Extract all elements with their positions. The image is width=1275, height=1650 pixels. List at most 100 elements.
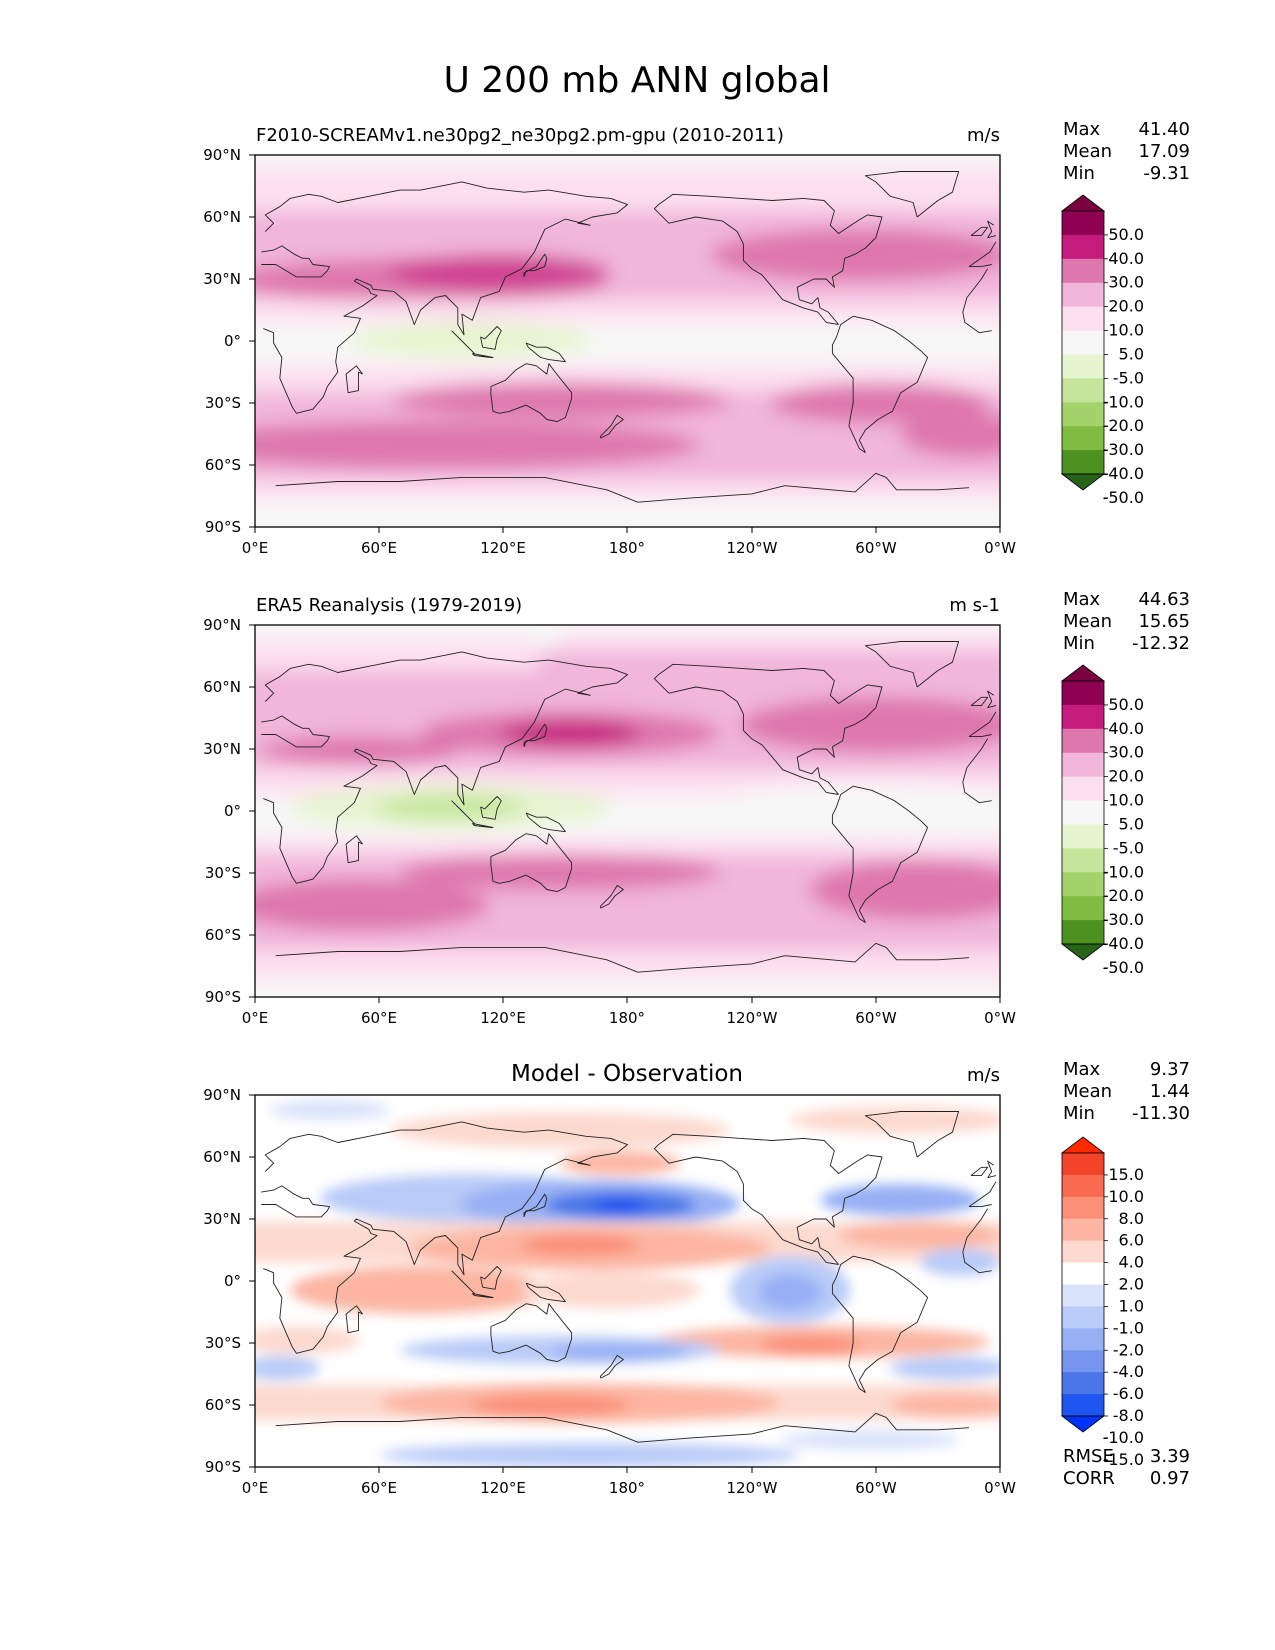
- colorbar-swatch: [1062, 896, 1104, 921]
- y-tick-label: 60°N: [203, 678, 241, 696]
- y-tick-label: 60°N: [203, 1148, 241, 1166]
- colorbar-label: -40.0: [1103, 464, 1144, 483]
- x-tick-label: 120°E: [480, 1009, 526, 1027]
- colorbar-label: -6.0: [1113, 1384, 1144, 1403]
- x-axis: 0°E 60°E 120°E 180° 120°W 60°W 0°W: [242, 527, 1016, 557]
- stats-block: Max 41.40 Mean 17.09 Min -9.31: [1063, 119, 1190, 184]
- colorbar-label: 5.0: [1119, 344, 1144, 363]
- y-tick-label: 30°S: [205, 864, 241, 882]
- coastline: [275, 1412, 970, 1443]
- stat-value-max: 9.37: [1150, 1059, 1190, 1080]
- figure-title: U 200 mb ANN global: [443, 60, 830, 101]
- y-tick-label: 0°: [224, 332, 241, 350]
- x-tick-label: 0°E: [242, 539, 269, 557]
- stat-value-mean: 1.44: [1150, 1081, 1190, 1102]
- stat-label-mean: Mean: [1063, 141, 1112, 162]
- colorbar-swatch: [1062, 258, 1104, 284]
- stat-label-min: Min: [1063, 163, 1095, 184]
- coastline: [345, 1305, 363, 1334]
- y-tick-label: 60°S: [205, 1396, 241, 1414]
- panel-difference: Model - Observation m/s: [203, 1059, 1190, 1497]
- stat-label-max: Max: [1063, 119, 1101, 140]
- coastline: [490, 833, 573, 893]
- panel-units: m/s: [967, 125, 1000, 146]
- coastline: [480, 326, 502, 350]
- stat-label-min: Min: [1063, 1103, 1095, 1124]
- colorbar-label: 50.0: [1108, 225, 1144, 244]
- x-tick-label: 60°W: [855, 539, 897, 557]
- x-tick-label: 180°: [609, 1009, 645, 1027]
- colorbar-extend-min: [1060, 1415, 1106, 1433]
- x-tick-label: 120°W: [727, 539, 778, 557]
- coastline: [451, 330, 475, 354]
- colorbar-swatch: [1062, 234, 1104, 260]
- colorbar-label: 10.0: [1108, 321, 1144, 340]
- colorbar-label: -2.0: [1113, 1340, 1144, 1359]
- coastline: [987, 220, 997, 239]
- coastline: [261, 1121, 997, 1354]
- panel-units: m s-1: [949, 595, 1000, 616]
- colorbar-label: -30.0: [1103, 910, 1144, 929]
- coastline: [987, 1160, 997, 1179]
- colorbar-label: 15.0: [1108, 1165, 1144, 1184]
- stat-value-mean: 17.09: [1138, 141, 1190, 162]
- colorbar-swatch: [1062, 1284, 1104, 1307]
- coastlines: [261, 171, 997, 503]
- colorbar-label: 20.0: [1108, 767, 1144, 786]
- colorbar-swatch: [1062, 704, 1104, 730]
- y-tick-label: 30°N: [203, 270, 241, 288]
- coastline: [865, 641, 960, 688]
- contour-bands: [255, 168, 1000, 500]
- colorbar-label: 40.0: [1108, 249, 1144, 268]
- colorbar-label: 30.0: [1108, 273, 1144, 292]
- x-tick-label: 0°W: [984, 1479, 1016, 1497]
- x-tick-label: 120°E: [480, 539, 526, 557]
- colorbar-label: -50.0: [1103, 488, 1144, 507]
- colorbar-swatch: [1062, 378, 1104, 403]
- stat-value-max: 41.40: [1138, 119, 1190, 140]
- colorbar-swatch: [1062, 1218, 1104, 1242]
- coastline: [600, 884, 624, 909]
- contour-bands: [255, 632, 1000, 980]
- y-axis: 90°N 60°N 30°N 0° 30°S 60°S 90°S: [203, 146, 255, 536]
- colorbar-swatch: [1062, 920, 1104, 945]
- coastline: [490, 363, 573, 423]
- colorbar-label: 20.0: [1108, 297, 1144, 316]
- coastline: [471, 352, 494, 358]
- coastline: [261, 651, 997, 884]
- coastline: [345, 365, 363, 394]
- colorbar-label: 4.0: [1119, 1253, 1144, 1272]
- colorbar-swatch: [1062, 426, 1104, 451]
- colorbar-swatch: [1062, 1350, 1104, 1373]
- contour-bands: [255, 1100, 1000, 1467]
- colorbar-swatch: [1062, 211, 1104, 236]
- stat-label-max: Max: [1063, 589, 1101, 610]
- stat-value-corr: 0.97: [1150, 1468, 1190, 1489]
- difference-map: [255, 1095, 1000, 1467]
- y-axis: 90°N 60°N 30°N 0° 30°S 60°S 90°S: [203, 616, 255, 1006]
- colorbar-extend-max: [1060, 1136, 1106, 1154]
- stat-value-min: -11.30: [1132, 1103, 1190, 1124]
- coastline: [525, 342, 566, 363]
- panel-title: F2010-SCREAMv1.ne30pg2_ne30pg2.pm-gpu (2…: [256, 125, 784, 146]
- panel-model: F2010-SCREAMv1.ne30pg2_ne30pg2.pm-gpu (2…: [203, 119, 1190, 557]
- coastline: [970, 696, 989, 707]
- y-tick-label: 0°: [224, 802, 241, 820]
- colorbar-swatch: [1062, 848, 1104, 873]
- colorbar-extend-max: [1060, 664, 1106, 682]
- y-tick-label: 90°S: [205, 1458, 241, 1476]
- x-tick-label: 120°W: [727, 1479, 778, 1497]
- y-tick-label: 90°N: [203, 616, 241, 634]
- colorbar-outline: [1061, 680, 1105, 945]
- colorbar-swatch: [1062, 1196, 1104, 1220]
- colorbar-label: -8.0: [1113, 1406, 1144, 1425]
- x-tick-label: 180°: [609, 539, 645, 557]
- stat-label-rmse: RMSE: [1063, 1446, 1114, 1467]
- y-tick-label: 60°S: [205, 926, 241, 944]
- colorbar-label: -1.0: [1113, 1318, 1144, 1337]
- colorbar-swatch: [1062, 1153, 1104, 1176]
- y-tick-label: 30°N: [203, 740, 241, 758]
- stats-block: Max 44.63 Mean 15.65 Min -12.32: [1063, 589, 1190, 654]
- stat-value-mean: 15.65: [1138, 611, 1190, 632]
- y-tick-label: 90°S: [205, 518, 241, 536]
